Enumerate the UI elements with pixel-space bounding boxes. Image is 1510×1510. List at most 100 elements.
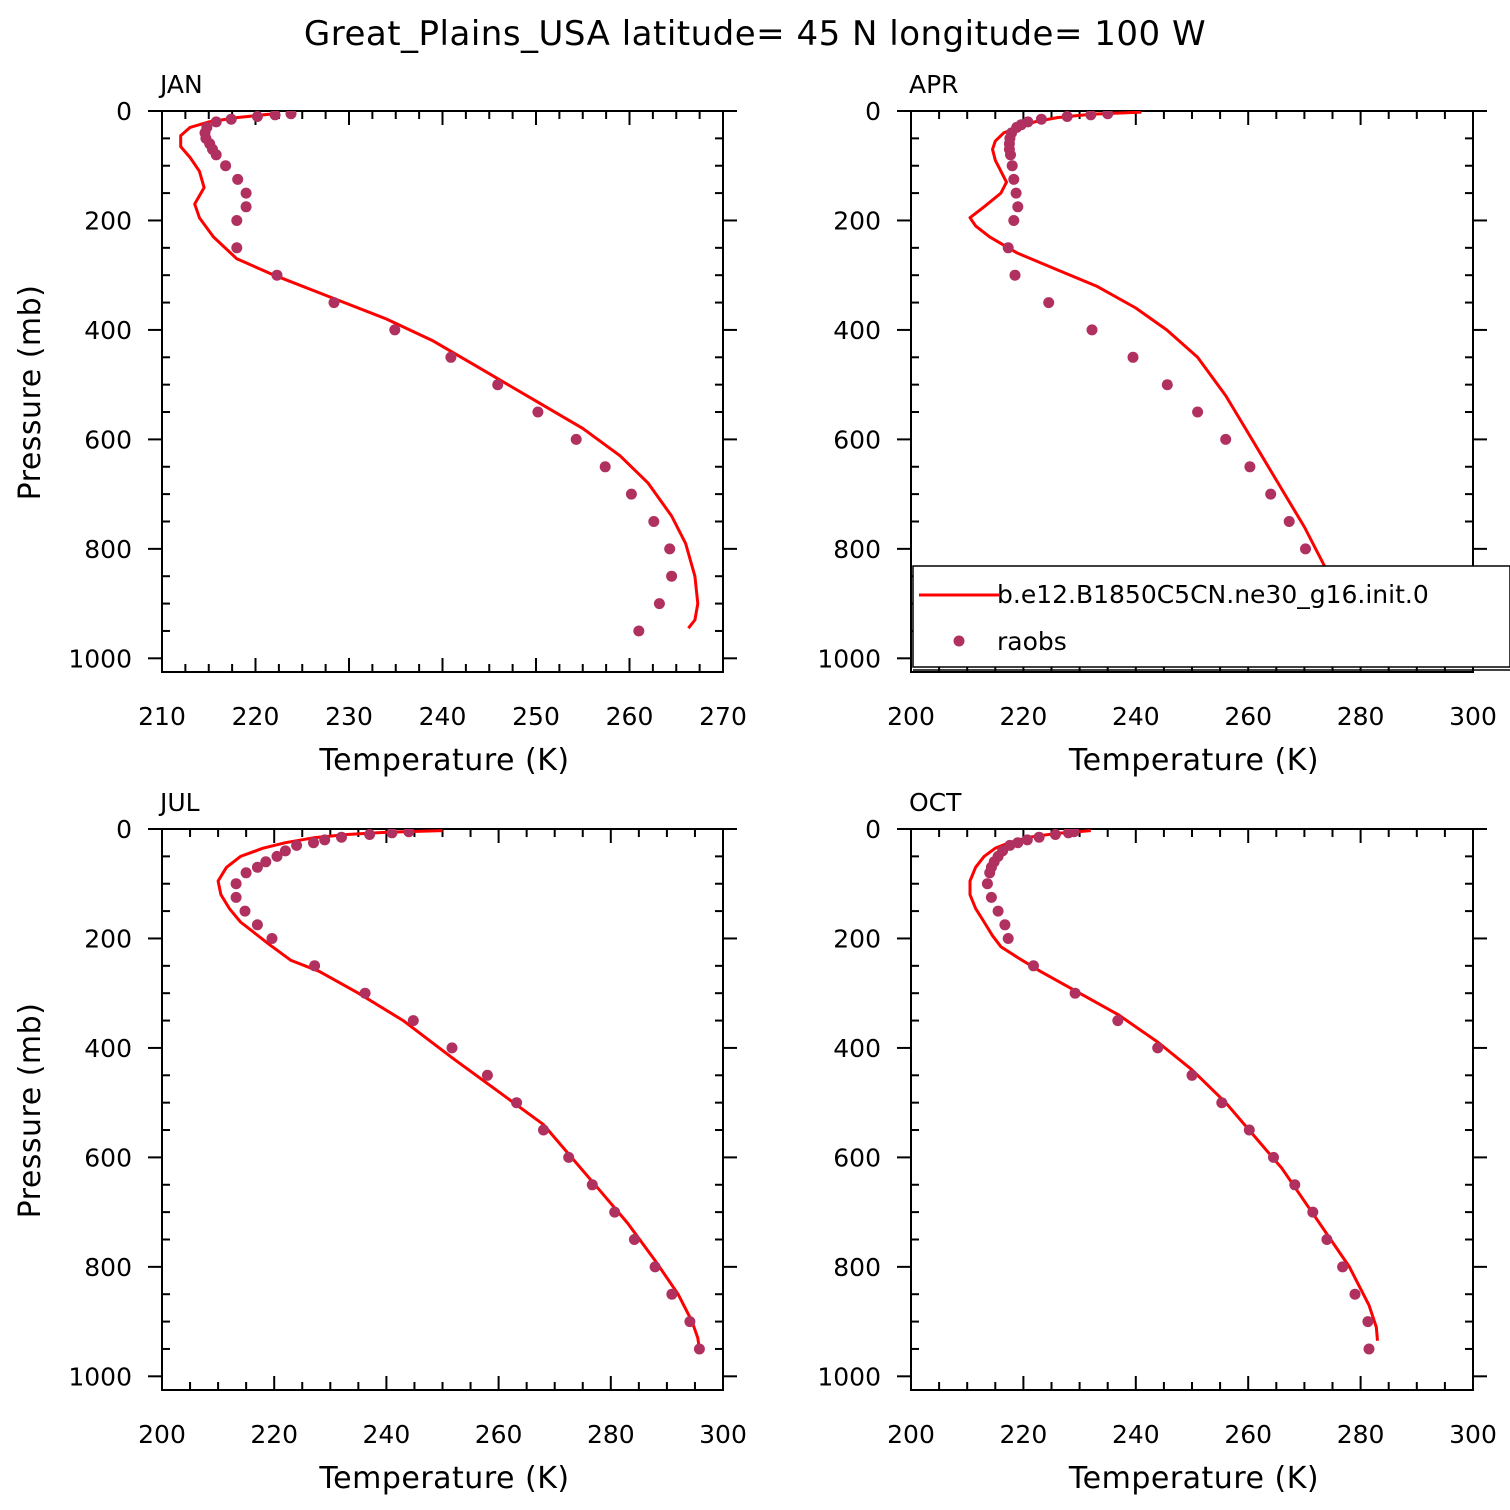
obs-point-oct <box>1321 1234 1333 1245</box>
obs-point-oct <box>1268 1151 1279 1163</box>
x-tick-label: 260 <box>606 702 654 731</box>
y-tick-label: 1000 <box>817 644 881 673</box>
obs-point-apr <box>1161 379 1173 391</box>
obs-point-jul <box>446 1042 458 1054</box>
y-tick-label: 800 <box>84 1253 132 1282</box>
y-tick-label: 800 <box>833 535 881 564</box>
obs-point-jul <box>239 905 251 917</box>
model-line-jul <box>216 829 701 1350</box>
obs-point-oct <box>1152 1042 1164 1054</box>
panel-label-oct: OCT <box>909 788 962 817</box>
obs-point-apr <box>1102 111 1114 120</box>
obs-point-jan <box>210 149 222 161</box>
obs-point-jan <box>231 215 243 226</box>
obs-point-jul <box>309 960 321 972</box>
obs-point-jan <box>389 324 401 336</box>
y-tick-label: 1000 <box>817 1362 881 1391</box>
y-tick-label: 400 <box>84 1034 132 1063</box>
x-tick-label: 240 <box>1112 1420 1160 1449</box>
obs-point-oct <box>1186 1069 1198 1081</box>
obs-point-apr <box>1061 111 1073 122</box>
x-tick-label: 300 <box>1449 1420 1497 1449</box>
obs-point-apr <box>1300 543 1311 555</box>
obs-point-jul <box>407 1015 419 1027</box>
x-axis-label: Temperature (K) <box>1068 743 1319 778</box>
obs-point-apr <box>1009 269 1021 281</box>
obs-point-jul <box>563 1151 575 1163</box>
obs-point-jul <box>586 1179 598 1191</box>
x-tick-label: 200 <box>887 702 935 731</box>
x-tick-label: 280 <box>1337 702 1385 731</box>
obs-point-jul <box>684 1316 696 1328</box>
obs-point-apr <box>1012 201 1024 213</box>
x-axis-label: Temperature (K) <box>1068 1461 1319 1496</box>
obs-point-oct <box>1307 1206 1319 1218</box>
obs-point-jan <box>328 297 340 309</box>
x-tick-label: 260 <box>1224 702 1272 731</box>
obs-point-jan <box>240 201 252 213</box>
obs-point-oct <box>1112 1015 1124 1027</box>
y-tick-label: 200 <box>833 206 881 235</box>
obs-point-apr <box>1085 111 1097 121</box>
obs-point-jul <box>649 1261 661 1273</box>
obs-point-oct <box>1069 987 1081 999</box>
x-tick-label: 210 <box>138 702 186 731</box>
figure-title: Great_Plains_USA latitude= 45 N longitud… <box>304 14 1206 54</box>
x-tick-label: 230 <box>325 702 373 731</box>
obs-point-jan <box>653 598 665 610</box>
obs-point-jul <box>308 837 319 849</box>
x-tick-label: 300 <box>1449 702 1497 731</box>
y-tick-label: 1000 <box>68 644 132 673</box>
obs-point-apr <box>1353 0 1364 6</box>
obs-point-jul <box>251 861 263 873</box>
obs-point-apr <box>1192 406 1204 418</box>
obs-point-oct <box>981 878 993 890</box>
obs-point-oct <box>1033 831 1045 843</box>
obs-point-oct <box>1028 960 1039 972</box>
x-tick-label: 270 <box>699 702 747 731</box>
x-tick-label: 240 <box>363 1420 411 1449</box>
obs-point-jul <box>386 829 398 839</box>
legend-obs-label: raobs <box>997 627 1067 656</box>
obs-point-oct <box>992 905 1004 917</box>
obs-point-jul <box>279 845 291 857</box>
obs-point-jan <box>666 570 678 582</box>
obs-point-jan <box>269 111 281 121</box>
y-tick-label: 1000 <box>68 1362 132 1391</box>
obs-point-jul <box>271 850 283 862</box>
obs-point-oct <box>1243 1124 1255 1136</box>
obs-point-oct <box>1363 1343 1375 1355</box>
obs-point-apr <box>1005 149 1016 161</box>
y-tick-label: 200 <box>833 924 881 953</box>
obs-point-apr <box>1043 297 1055 309</box>
obs-point-jan <box>240 187 252 199</box>
y-tick-label: 600 <box>84 425 132 454</box>
obs-point-apr <box>1283 516 1295 527</box>
panels: JAN 210 220 230 240 250 260 270 0 200 400 600 800 100… <box>13 0 1510 1496</box>
y-tick-label: 600 <box>84 1143 132 1172</box>
x-tick-label: 220 <box>1000 1420 1048 1449</box>
obs-point-jul <box>359 987 371 999</box>
obs-point-jul <box>319 834 331 846</box>
y-tick-label: 600 <box>833 1143 881 1172</box>
obs-point-oct <box>1002 933 1014 944</box>
obs-point-oct <box>999 919 1011 931</box>
x-tick-label: 220 <box>1000 702 1048 731</box>
legend-obs-swatch <box>953 635 965 647</box>
obs-point-jul <box>240 867 252 879</box>
obs-point-apr <box>1008 215 1020 226</box>
data-layer-jul <box>216 829 705 1355</box>
x-tick-label: 220 <box>250 1420 298 1449</box>
obs-point-jan <box>285 111 297 120</box>
x-axis-label: Temperature (K) <box>318 743 569 778</box>
y-tick-label: 0 <box>116 815 132 844</box>
obs-point-apr <box>1244 461 1256 473</box>
obs-point-oct <box>985 891 997 903</box>
y-tick-label: 400 <box>84 316 132 345</box>
y-tick-label: 200 <box>84 206 132 235</box>
obs-point-apr <box>1008 173 1020 185</box>
obs-point-apr <box>1010 187 1022 199</box>
obs-point-oct <box>1021 834 1033 846</box>
obs-point-oct <box>1362 1316 1374 1328</box>
